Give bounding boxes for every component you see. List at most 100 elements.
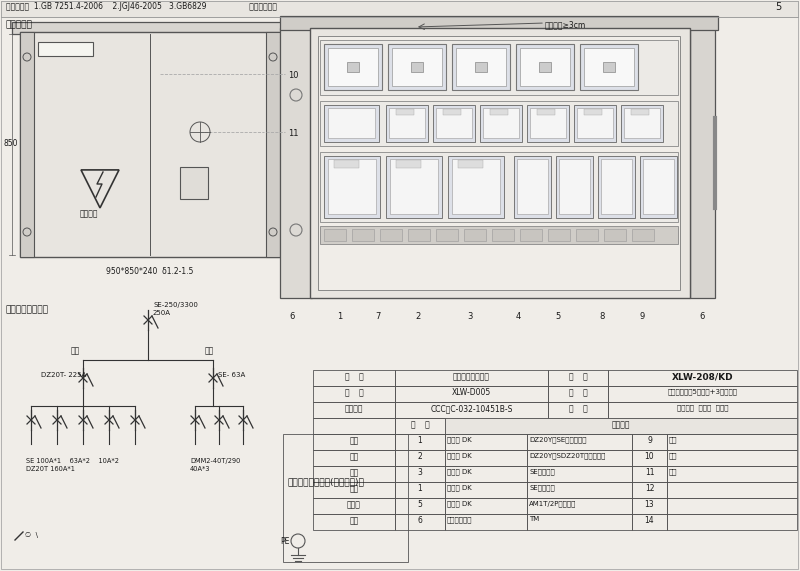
Bar (445, 434, 527, 450)
Bar (266, 32, 280, 257)
Bar (313, 450, 395, 466)
Bar (395, 450, 445, 466)
Bar (445, 466, 527, 482)
Bar (603, 62, 615, 72)
Bar (492, 229, 514, 241)
Bar (280, 16, 718, 30)
Bar (576, 229, 598, 241)
Text: 1: 1 (418, 484, 422, 493)
Text: 950*850*240  δ1.2-1.5: 950*850*240 δ1.2-1.5 (106, 267, 194, 276)
Text: 审核: 审核 (350, 484, 358, 493)
Bar (445, 498, 527, 514)
Text: 电器连接原理图：: 电器连接原理图： (6, 305, 49, 314)
Bar (608, 370, 797, 386)
Bar (386, 156, 442, 218)
Text: 8: 8 (599, 312, 605, 321)
Bar (408, 229, 430, 241)
Text: 5: 5 (775, 2, 782, 12)
Bar (452, 159, 500, 214)
Bar (352, 229, 374, 241)
Bar (313, 386, 395, 402)
Text: 3: 3 (467, 312, 473, 321)
Text: SE透明系列: SE透明系列 (529, 468, 554, 475)
Bar (452, 44, 510, 90)
Bar (334, 160, 359, 168)
Text: 11: 11 (288, 129, 298, 138)
Text: 用    途: 用 途 (569, 404, 587, 413)
Bar (601, 159, 632, 214)
Text: 设计: 设计 (350, 436, 358, 445)
Bar (320, 40, 678, 95)
Text: XLW-208/KD: XLW-208/KD (672, 372, 734, 381)
Bar (527, 514, 632, 530)
Bar (539, 62, 551, 72)
Bar (584, 109, 602, 115)
Bar (20, 32, 34, 257)
Bar (667, 450, 797, 466)
Bar (458, 160, 483, 168)
Bar (443, 109, 461, 115)
Text: SE-250/3300: SE-250/3300 (153, 302, 198, 308)
Text: 建筑施工用配电箱: 建筑施工用配电箱 (453, 372, 490, 381)
Text: XLW-D005: XLW-D005 (452, 388, 491, 397)
Text: 9: 9 (639, 312, 645, 321)
Bar (517, 159, 548, 214)
Bar (548, 386, 608, 402)
Bar (320, 226, 678, 244)
Bar (12, 22, 288, 34)
Bar (667, 466, 797, 482)
Bar (313, 466, 395, 482)
Text: ∅  \: ∅ \ (25, 532, 38, 538)
Bar (548, 229, 570, 241)
Text: SE 100A*1    63A*2    10A*2: SE 100A*1 63A*2 10A*2 (26, 458, 119, 464)
Bar (1, 1, 798, 17)
Bar (395, 386, 548, 402)
Text: TM: TM (529, 516, 539, 522)
Text: 9: 9 (647, 436, 652, 445)
Bar (527, 105, 569, 142)
Bar (483, 108, 519, 138)
Bar (324, 229, 346, 241)
Text: 7: 7 (375, 312, 381, 321)
Bar (395, 514, 445, 530)
Bar (395, 370, 548, 386)
Bar (411, 62, 423, 72)
Bar (690, 28, 715, 298)
Bar (475, 62, 487, 72)
Bar (530, 108, 566, 138)
Bar (632, 514, 667, 530)
Bar (548, 370, 608, 386)
Bar (574, 105, 616, 142)
Text: 14: 14 (645, 516, 654, 525)
Text: 850: 850 (4, 139, 18, 148)
Bar (632, 466, 667, 482)
Bar (324, 105, 379, 142)
Bar (313, 370, 395, 386)
Bar (632, 229, 654, 241)
Bar (632, 498, 667, 514)
Text: 13: 13 (645, 500, 654, 509)
Text: 名    称: 名 称 (345, 372, 363, 381)
Text: 制图: 制图 (350, 452, 358, 461)
Text: 11: 11 (645, 468, 654, 477)
Text: DMM2-40T/290: DMM2-40T/290 (190, 458, 240, 464)
Bar (516, 44, 574, 90)
Text: 250A: 250A (153, 310, 171, 316)
Bar (445, 450, 527, 466)
Text: 40A*3: 40A*3 (190, 466, 210, 472)
Bar (347, 62, 359, 72)
Bar (313, 514, 395, 530)
Bar (280, 28, 312, 298)
Bar (598, 156, 635, 218)
Bar (624, 108, 660, 138)
Text: SE- 63A: SE- 63A (218, 372, 246, 378)
Bar (527, 434, 632, 450)
Text: 哈尔滨市龙瑞电气(成套设备)厂: 哈尔滨市龙瑞电气(成套设备)厂 (287, 477, 364, 486)
Text: 级分配电箱（5路动力+3路照明）: 级分配电箱（5路动力+3路照明） (667, 388, 738, 395)
Text: 动力: 动力 (71, 346, 80, 355)
Bar (396, 160, 421, 168)
Bar (324, 156, 380, 218)
Bar (389, 108, 425, 138)
Text: 有电危险: 有电危险 (80, 210, 98, 219)
Bar (520, 229, 542, 241)
